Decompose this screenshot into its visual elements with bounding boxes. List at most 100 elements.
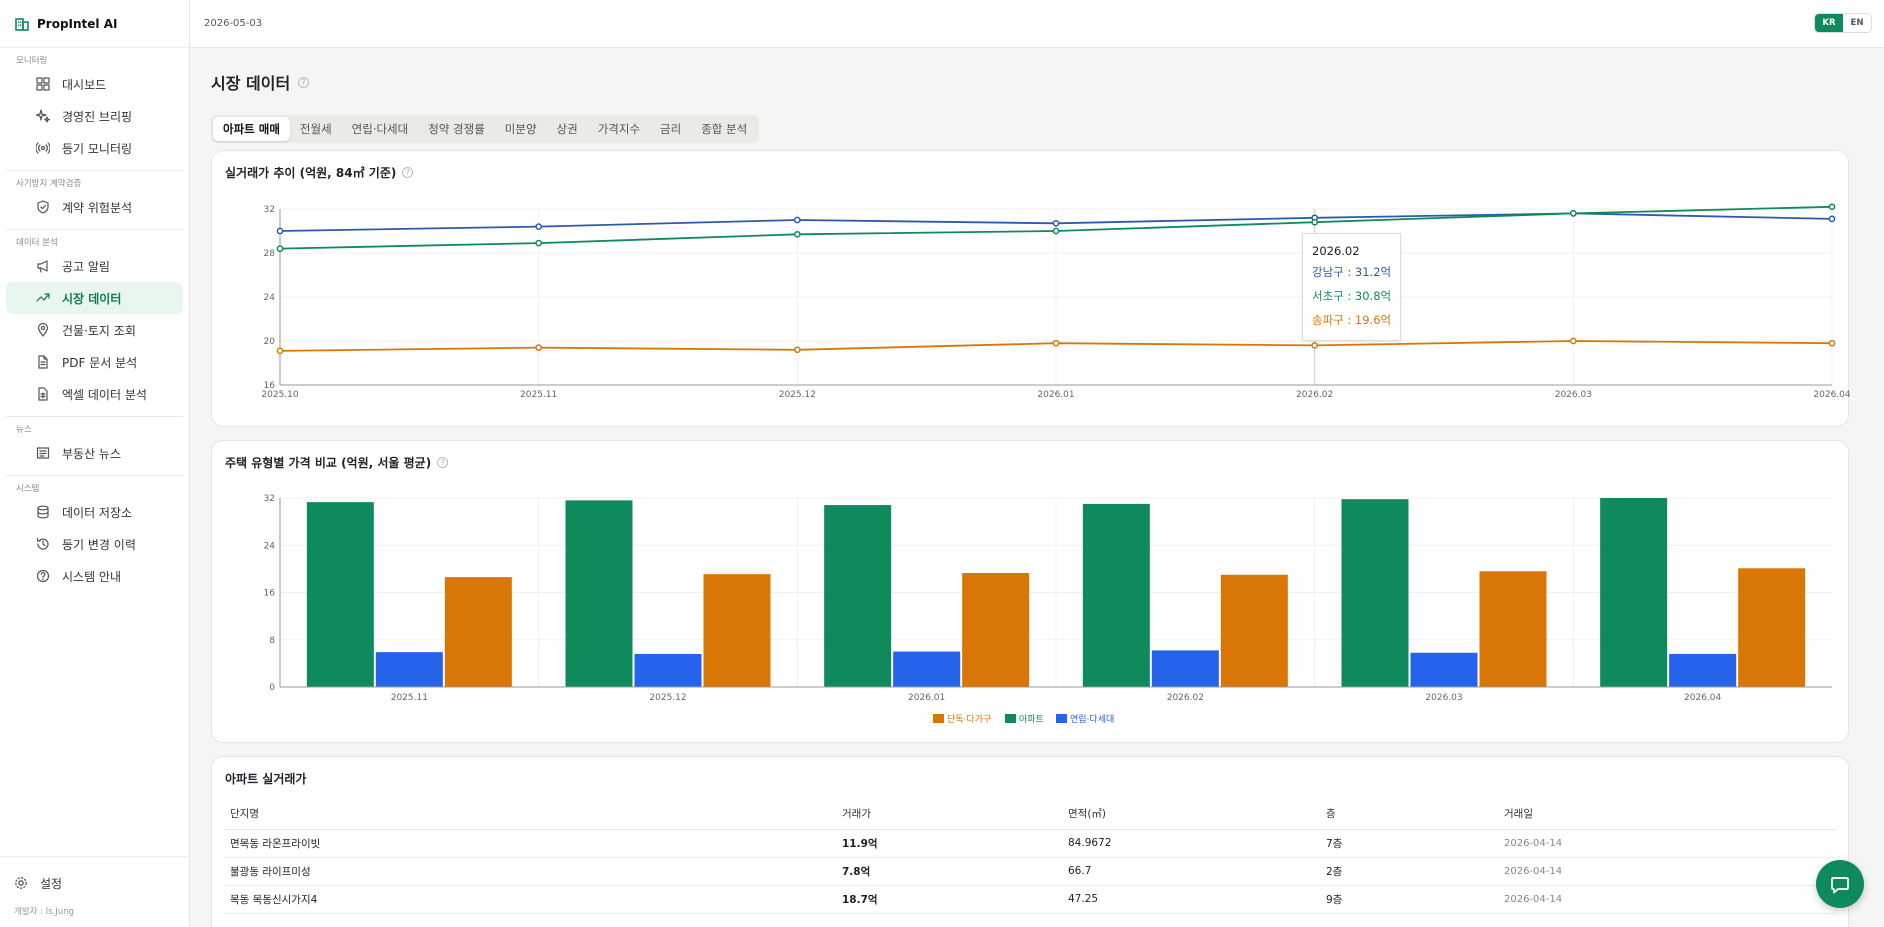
data-point[interactable] bbox=[535, 344, 543, 351]
data-point[interactable] bbox=[276, 245, 284, 252]
bar[interactable] bbox=[824, 505, 892, 687]
data-point[interactable] bbox=[793, 230, 801, 238]
housing-type-card: 주택 유형별 가격 비교 (억원, 서울 평균) ? 0 8 16 24 32 2025.… bbox=[211, 440, 1849, 743]
sidebar-item-radio[interactable]: 등기 모니터링 bbox=[6, 132, 183, 164]
bar[interactable] bbox=[565, 500, 633, 687]
data-point[interactable] bbox=[793, 346, 801, 354]
column-header[interactable]: 층 bbox=[1320, 799, 1498, 830]
data-point[interactable] bbox=[1052, 339, 1060, 347]
sidebar-item-megaphone[interactable]: 공고 알림 bbox=[6, 250, 183, 282]
data-point[interactable] bbox=[276, 347, 284, 355]
history-icon bbox=[36, 537, 49, 550]
bar[interactable] bbox=[375, 652, 443, 687]
housing-type-title-wrap: 주택 유형별 가격 비교 (억원, 서울 평균) ? bbox=[225, 454, 449, 471]
help-icon[interactable]: ? bbox=[298, 76, 310, 88]
sidebar-item-label: 시스템 안내 bbox=[62, 569, 122, 584]
column-header[interactable]: 면적(㎡) bbox=[1062, 799, 1320, 830]
sidebar-item-label: 경영진 브리핑 bbox=[62, 109, 133, 124]
tab-2[interactable]: 연립·다세대 bbox=[351, 122, 409, 136]
bar[interactable] bbox=[1410, 652, 1478, 687]
data-point[interactable] bbox=[1828, 339, 1836, 347]
bar[interactable] bbox=[1341, 499, 1409, 687]
tab-8[interactable]: 종합 분석 bbox=[701, 122, 748, 136]
bar[interactable] bbox=[703, 574, 771, 687]
help-icon[interactable]: ? bbox=[437, 457, 449, 468]
bar[interactable] bbox=[1738, 568, 1806, 687]
shield-icon bbox=[37, 200, 49, 214]
sidebar: PropIntel AI 모니터링 대시보드 경영진 브리핑 등기 모니터링 사기방지 … bbox=[0, 0, 190, 927]
column-header[interactable]: 거래일 bbox=[1498, 799, 1836, 830]
bar[interactable] bbox=[1082, 503, 1150, 687]
sheet-icon bbox=[38, 387, 48, 401]
sidebar-divider bbox=[6, 475, 183, 476]
tab-7[interactable]: 금리 bbox=[660, 122, 682, 136]
column-header[interactable]: 거래가 bbox=[836, 799, 1062, 830]
table-row[interactable]: 면목동 라온프라이빗 11.9억 84.9672 7층 2026-04-14 bbox=[224, 829, 1836, 858]
chat-button[interactable] bbox=[1816, 860, 1864, 908]
sidebar-item-shield[interactable]: 계약 위험분석 bbox=[6, 191, 183, 223]
tab-3[interactable]: 청약 경쟁률 bbox=[428, 122, 485, 136]
table-cell: 2026-04-14 bbox=[1498, 885, 1836, 914]
data-point[interactable] bbox=[535, 239, 543, 247]
sidebar-item-file[interactable]: PDF 문서 분석 bbox=[6, 346, 183, 378]
data-point[interactable] bbox=[793, 216, 801, 224]
bar[interactable] bbox=[1220, 574, 1288, 687]
data-point[interactable] bbox=[1569, 337, 1577, 345]
help-icon[interactable]: ? bbox=[402, 167, 414, 178]
bar[interactable] bbox=[444, 577, 512, 687]
legend-item[interactable]: 아파트 bbox=[1005, 714, 1044, 725]
lang-kr-button[interactable]: KR bbox=[1815, 14, 1843, 32]
bar[interactable] bbox=[306, 502, 374, 687]
y-tick-label: 20 bbox=[264, 337, 276, 347]
housing-type-chart: 0 8 16 24 32 2025.11 2025.12 2026.01 2026.02 2026… bbox=[264, 494, 1832, 725]
page-title-wrap: 시장 데이터 ? bbox=[211, 70, 310, 94]
data-point[interactable] bbox=[1311, 342, 1319, 349]
legend-item[interactable]: 단독·다가구 bbox=[933, 714, 991, 725]
table-row[interactable]: 불광동 라이프미성 7.8억 66.7 2층 2026-04-14 bbox=[224, 857, 1836, 886]
data-point[interactable] bbox=[1311, 218, 1319, 226]
data-point[interactable] bbox=[1052, 227, 1060, 235]
table-row[interactable]: 목동 목동신시가지4 18.7억 47.25 9층 2026-04-14 bbox=[224, 885, 1836, 914]
price-trend-title-wrap: 실거래가 추이 (억원, 84㎡ 기준) ? bbox=[225, 164, 414, 181]
sidebar-item-label: 계약 위험분석 bbox=[62, 200, 133, 215]
sidebar-item-database[interactable]: 데이터 저장소 bbox=[6, 496, 183, 528]
sidebar-item-map-pin[interactable]: 건물·토지 조회 bbox=[6, 314, 183, 346]
tab-5[interactable]: 상권 bbox=[556, 122, 578, 136]
data-point[interactable] bbox=[535, 223, 543, 230]
bar[interactable] bbox=[634, 653, 702, 687]
sidebar-item-grid[interactable]: 대시보드 bbox=[6, 68, 183, 100]
legend-label: 단독·다가구 bbox=[947, 714, 991, 725]
data-point[interactable] bbox=[1828, 215, 1836, 223]
y-tick-label: 28 bbox=[264, 249, 276, 259]
bar[interactable] bbox=[1669, 653, 1737, 687]
sidebar-item-label: 대시보드 bbox=[62, 77, 107, 92]
data-point[interactable] bbox=[1828, 203, 1836, 211]
settings-button[interactable]: 설정 bbox=[0, 867, 189, 899]
tab-0[interactable]: 아파트 매매 bbox=[213, 117, 290, 141]
legend-item[interactable]: 연립·다세대 bbox=[1056, 714, 1114, 725]
data-point[interactable] bbox=[1569, 210, 1577, 217]
language-toggle: KR EN bbox=[1814, 13, 1872, 33]
column-header[interactable]: 단지명 bbox=[224, 799, 836, 830]
sidebar-item-sheet[interactable]: 엑셀 데이터 분석 bbox=[6, 378, 183, 410]
brand[interactable]: PropIntel AI bbox=[0, 0, 189, 48]
sidebar-item-help-circle[interactable]: 시스템 안내 bbox=[6, 560, 183, 592]
sidebar-item-trending-up[interactable]: 시장 데이터 bbox=[6, 282, 183, 314]
apt-transactions-title: 아파트 실거래가 bbox=[225, 772, 307, 786]
tab-1[interactable]: 전월세 bbox=[299, 122, 332, 136]
data-point[interactable] bbox=[276, 227, 284, 235]
lang-en-button[interactable]: EN bbox=[1850, 18, 1864, 28]
bar[interactable] bbox=[962, 573, 1030, 687]
data-point[interactable] bbox=[1052, 219, 1060, 227]
tab-4[interactable]: 미분양 bbox=[504, 122, 537, 136]
sidebar-item-sparkles[interactable]: 경영진 브리핑 bbox=[6, 100, 183, 132]
sidebar-item-newspaper[interactable]: 부동산 뉴스 bbox=[6, 437, 183, 469]
sidebar-item-history[interactable]: 등기 변경 이력 bbox=[6, 528, 183, 560]
bar[interactable] bbox=[1151, 650, 1219, 687]
bar[interactable] bbox=[1479, 571, 1547, 687]
market-tabs: 아파트 매매 전월세 연립·다세대 청약 경쟁률 미분양 상권 가격지수 금리 종합 분석 bbox=[211, 115, 760, 143]
bar[interactable] bbox=[893, 651, 961, 687]
tab-6[interactable]: 가격지수 bbox=[597, 122, 641, 136]
tooltip-gangnam: 강남구 : 31.2억 bbox=[1312, 265, 1392, 279]
bar[interactable] bbox=[1600, 498, 1668, 687]
